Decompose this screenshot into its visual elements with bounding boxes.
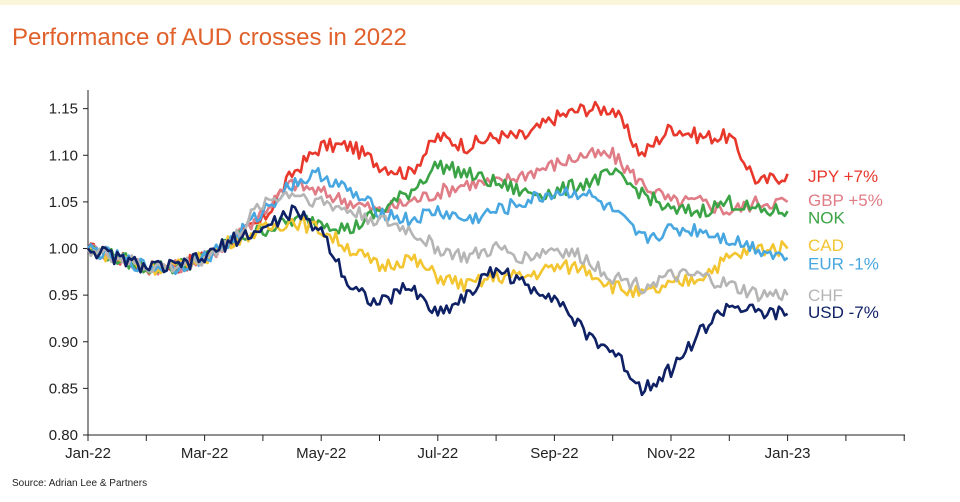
x-tick-label: Nov-22 <box>647 445 695 462</box>
y-tick-label: 1.05 <box>49 194 78 211</box>
series-label-chf: CHF <box>808 286 843 305</box>
series-label-gbp: GBP +5% <box>808 191 883 210</box>
series-line-chf <box>86 190 789 303</box>
y-tick-label: 0.90 <box>49 334 78 351</box>
x-axis-ticks: Jan-22 Mar-22 May-22 Jul-22 Sep-22 Nov-22 Jan-… <box>65 435 905 462</box>
y-tick-label: 0.80 <box>49 427 78 444</box>
x-tick-label: Jan-22 <box>65 445 111 462</box>
source-note: Source: Adrian Lee & Partners <box>12 478 148 489</box>
series-label-eur: EUR -1% <box>808 254 879 273</box>
x-tick-label: Jul-22 <box>417 445 458 462</box>
series-line-usd <box>86 204 789 397</box>
x-tick-label: Sep-22 <box>530 445 578 462</box>
chart-axes <box>87 90 905 436</box>
y-tick-label: 1.10 <box>49 147 78 164</box>
y-axis-ticks: 0.80 0.85 0.90 0.95 1.00 1.05 1.10 1.15 <box>49 101 88 444</box>
series-label-usd: USD -7% <box>808 303 879 322</box>
top-accent-bar <box>0 0 960 5</box>
series-label-cad: CAD <box>808 236 844 255</box>
y-tick-label: 0.95 <box>49 287 78 304</box>
x-tick-label: Jan-23 <box>765 445 811 462</box>
series-label-nok: NOK <box>808 209 846 228</box>
y-tick-label: 0.85 <box>49 380 78 397</box>
series-lines <box>86 100 789 397</box>
chart-title: Performance of AUD crosses in 2022 <box>12 24 407 51</box>
series-label-jpy: JPY +7% <box>808 167 878 186</box>
x-tick-label: May-22 <box>296 445 346 462</box>
series-line-eur <box>86 167 789 276</box>
x-tick-label: Mar-22 <box>181 445 229 462</box>
y-tick-label: 1.15 <box>49 101 78 118</box>
y-tick-label: 1.00 <box>49 241 78 258</box>
